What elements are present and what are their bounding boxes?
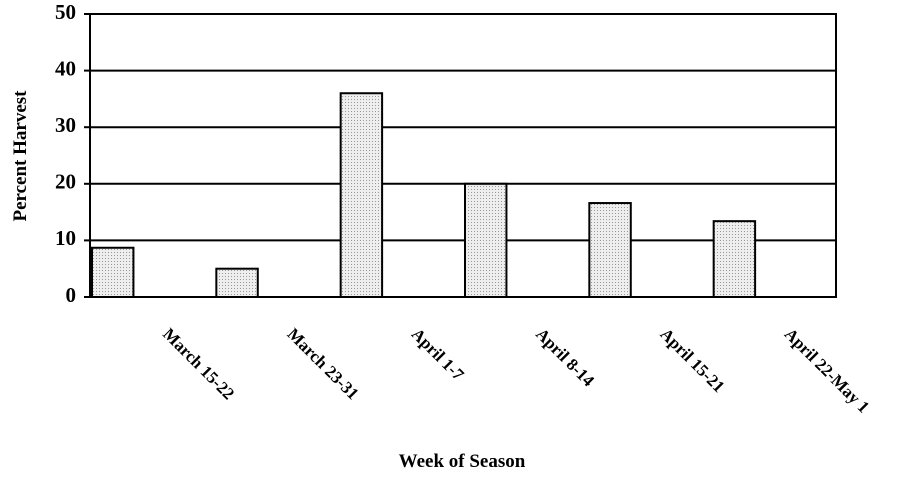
bar [712, 220, 757, 299]
x-tick-label: April 1-7 [408, 324, 468, 384]
x-axis-title: Week of Season [399, 451, 526, 472]
y-tick-label: 40 [55, 56, 76, 80]
y-tick-label: 10 [55, 226, 76, 250]
bar [464, 182, 508, 298]
x-tick-label: March 15-22 [159, 324, 238, 403]
y-tick-label: 0 [66, 283, 77, 307]
bar [339, 92, 384, 298]
bar [91, 246, 135, 298]
plot-frame [89, 13, 837, 298]
y-tick-label: 20 [55, 170, 76, 194]
x-tick-label: April 8-14 [532, 324, 598, 390]
x-tick-label: April 22-May 1 [781, 324, 873, 416]
x-tick-label: March 23-31 [284, 324, 363, 403]
y-axis-title: Percent Harvest [10, 90, 31, 222]
bar [215, 267, 259, 299]
y-tick-label: 30 [55, 113, 76, 137]
bar [588, 202, 632, 299]
x-tick-label: April 15-21 [657, 324, 729, 396]
y-tick-label: 50 [55, 0, 76, 24]
